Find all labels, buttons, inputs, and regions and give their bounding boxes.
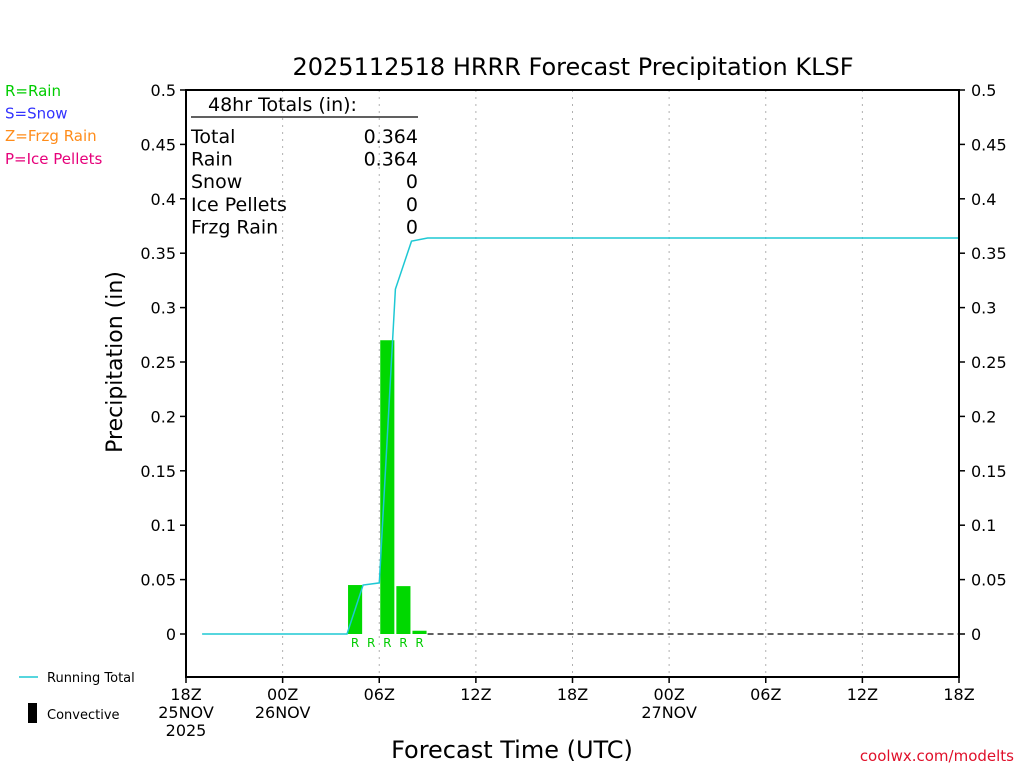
- x-tick-label-0-2: 2025: [166, 721, 207, 740]
- y-axis-right: 0 0.05 0.1 0.15 0.2 0.25 0.3 0.35 0.4 0.45 0.5: [959, 81, 1007, 644]
- x-tick-label-8-0: 18Z: [943, 685, 974, 704]
- y-tick-label-right-3: 0.15: [971, 462, 1007, 481]
- grid-lines: [282, 90, 863, 677]
- y-tick-label-right-10: 0.5: [971, 81, 996, 100]
- ptype-legend-3: P=Ice Pellets: [5, 150, 102, 168]
- totals-header: 48hr Totals (in):: [208, 94, 357, 116]
- x-tick-label-6-0: 06Z: [750, 685, 781, 704]
- running-total-line: [202, 237, 959, 635]
- y-tick-label-left-2: 0.1: [151, 516, 176, 535]
- y-axis-left: 0 0.05 0.1 0.15 0.2 0.25 0.3 0.35 0.4 0.45 0.5: [140, 81, 186, 644]
- chart-title: 2025112518 HRRR Forecast Precipitation K…: [293, 53, 854, 81]
- series-group: [202, 237, 959, 635]
- totals-box: 48hr Totals (in): Total 0.364 Rain 0.364 Sno…: [190, 94, 418, 238]
- ptype-legend-2: Z=Frzg Rain: [5, 127, 97, 145]
- y-tick-label-left-1: 0.05: [140, 571, 176, 590]
- y-tick-label-left-4: 0.2: [151, 407, 176, 426]
- x-tick-label-0-0: 18Z: [170, 685, 201, 704]
- y-tick-label-right-9: 0.45: [971, 135, 1007, 154]
- totals-value-1: 0.364: [364, 149, 418, 171]
- totals-label-0: Total: [190, 126, 235, 148]
- rain-type-label-0: R: [351, 636, 359, 650]
- rain-type-label-4: R: [415, 636, 423, 650]
- x-tick-label-5-1: 27NOV: [641, 703, 697, 722]
- y-axis-label: Precipitation (in): [103, 271, 128, 453]
- bar-2: [380, 340, 395, 634]
- x-tick-label-3-0: 12Z: [460, 685, 491, 704]
- y-tick-label-left-6: 0.3: [151, 299, 176, 318]
- x-tick-label-7-0: 12Z: [847, 685, 878, 704]
- rain-type-label-2: R: [383, 636, 391, 650]
- y-tick-label-right-6: 0.3: [971, 299, 996, 318]
- totals-value-4: 0: [406, 216, 418, 238]
- precip-type-legend: R=Rain S=Snow Z=Frzg Rain P=Ice Pellets: [5, 82, 102, 168]
- convective-legend-swatch: [28, 703, 37, 723]
- y-tick-label-left-3: 0.15: [140, 462, 176, 481]
- y-tick-label-right-8: 0.4: [971, 190, 996, 209]
- y-tick-label-left-5: 0.25: [140, 353, 176, 372]
- x-axis-label: Forecast Time (UTC): [391, 736, 633, 764]
- x-tick-label-1-1: 26NOV: [255, 703, 311, 722]
- x-tick-label-4-0: 18Z: [557, 685, 588, 704]
- rain-type-label-1: R: [367, 636, 375, 650]
- y-tick-label-right-7: 0.35: [971, 244, 1007, 263]
- y-tick-label-right-1: 0.05: [971, 571, 1007, 590]
- y-tick-label-left-8: 0.4: [151, 190, 176, 209]
- y-tick-label-left-10: 0.5: [151, 81, 176, 100]
- ptype-legend-0: R=Rain: [5, 82, 61, 100]
- totals-value-0: 0.364: [364, 126, 418, 148]
- y-tick-label-left-7: 0.35: [140, 244, 176, 263]
- y-tick-label-right-5: 0.25: [971, 353, 1007, 372]
- line-legend: Running Total Convective: [19, 671, 135, 723]
- bar-4: [412, 630, 427, 634]
- totals-label-1: Rain: [191, 149, 233, 171]
- x-tick-label-5-0: 00Z: [653, 685, 684, 704]
- running-total-legend-label: Running Total: [47, 671, 135, 686]
- totals-label-4: Frzg Rain: [191, 216, 278, 238]
- totals-value-2: 0: [406, 171, 418, 193]
- totals-label-2: Snow: [191, 171, 242, 193]
- convective-legend-label: Convective: [47, 708, 120, 723]
- ptype-legend-1: S=Snow: [5, 105, 68, 123]
- y-tick-label-right-4: 0.2: [971, 407, 996, 426]
- totals-value-3: 0: [406, 194, 418, 216]
- y-tick-label-left-0: 0: [166, 625, 176, 644]
- y-tick-label-left-9: 0.45: [140, 135, 176, 154]
- bars-group: [348, 340, 427, 634]
- x-tick-label-2-0: 06Z: [364, 685, 395, 704]
- source-credit: coolwx.com/modelts: [860, 747, 1014, 765]
- x-tick-label-0-1: 25NOV: [158, 703, 214, 722]
- rain-type-label-3: R: [399, 636, 407, 650]
- y-tick-label-right-0: 0: [971, 625, 981, 644]
- y-tick-label-right-2: 0.1: [971, 516, 996, 535]
- bar-3: [396, 586, 411, 634]
- x-tick-label-1-0: 00Z: [267, 685, 298, 704]
- totals-rows: Total 0.364 Rain 0.364 Snow 0 Ice Pellets 0 Frzg…: [190, 126, 418, 238]
- totals-label-3: Ice Pellets: [191, 194, 287, 216]
